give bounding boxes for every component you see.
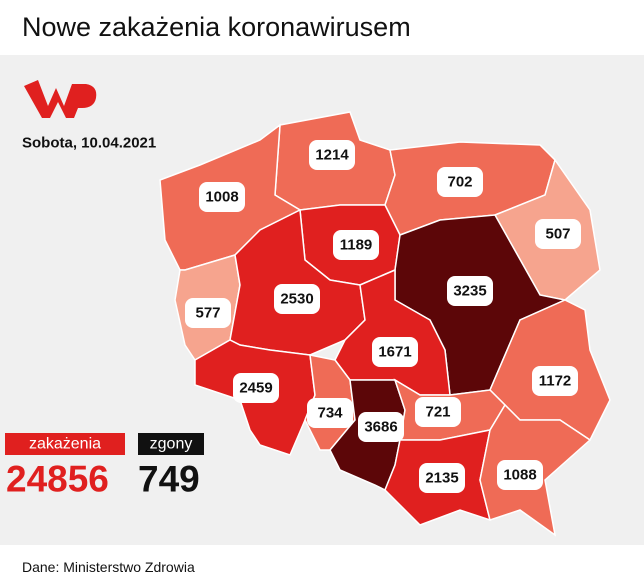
label-box [535,219,581,249]
label-box [309,140,355,170]
label-box [437,167,483,197]
region-value: 1214 [315,147,349,164]
label-box [372,337,418,367]
region-value: 1671 [378,344,411,361]
label-box [185,298,231,328]
region-value: 1189 [340,237,373,254]
source: Dane: Ministerstwo Zdrowia [22,559,195,575]
label-box [447,276,493,306]
region-value: 3235 [453,283,486,300]
region-value: 577 [195,305,220,322]
region-value: 1088 [503,467,536,484]
date: Sobota, 10.04.2021 [22,135,156,152]
label-box [419,463,465,493]
region-value: 3686 [364,419,397,436]
logo [24,80,97,118]
label-box [274,284,320,314]
label-box [307,398,353,428]
region-value: 1172 [539,373,572,390]
label-box [358,412,404,442]
label-box [333,230,379,260]
cases-value: 24856 [6,459,109,500]
cases-label: zakażenia [29,436,101,453]
region-labels: 1214 702 1008 1189 507 3235 577 2530 1671 1172 245… [185,140,581,493]
label-box [415,397,461,427]
region-value: 2135 [425,470,458,487]
deaths-value: 749 [138,459,200,500]
label-box [532,366,578,396]
label-box [233,373,279,403]
label-box [497,460,543,490]
region-value: 2530 [280,291,313,308]
cases-label-box [5,433,125,455]
region-value: 1008 [205,189,238,206]
label-box [199,182,245,212]
region-value: 2459 [239,380,272,397]
region-value: 721 [425,404,450,421]
deaths-label-box [138,433,204,455]
region-value: 734 [317,405,343,422]
deaths-label: zgony [150,436,193,453]
region-value: 702 [447,174,472,191]
region-value: 507 [545,226,570,243]
title: Nowe zakażenia koronawirusem [22,12,411,42]
